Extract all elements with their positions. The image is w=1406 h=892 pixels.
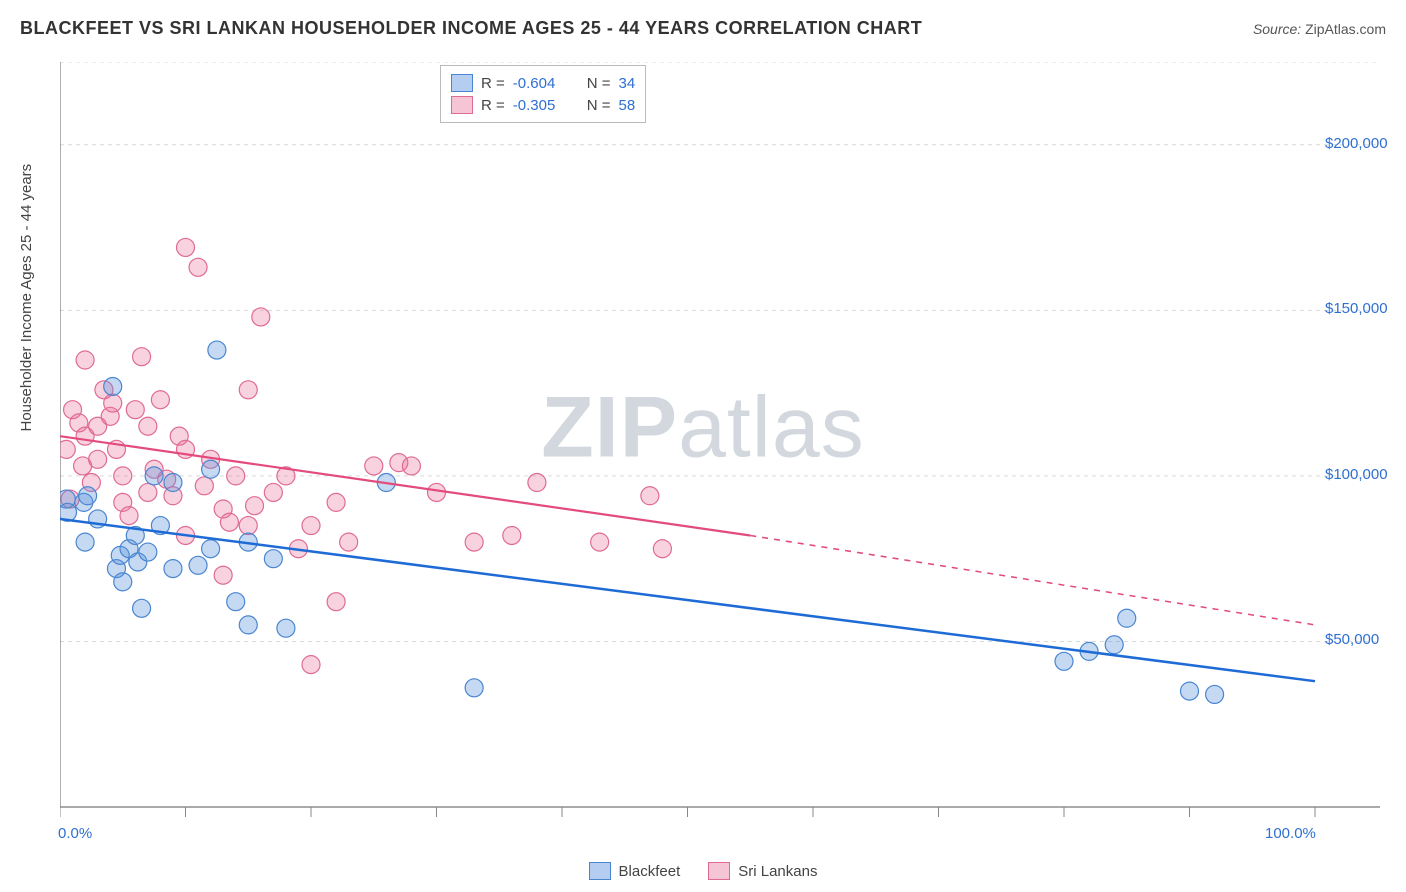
source-label: Source: — [1253, 21, 1301, 37]
plot-svg — [60, 62, 1380, 822]
legend-swatch-1 — [451, 96, 473, 114]
r-value-0: -0.604 — [513, 75, 571, 92]
legend-row-1: R = -0.305 N = 58 — [451, 94, 635, 116]
n-label-1: N = — [587, 97, 611, 114]
r-label-0: R = — [481, 75, 505, 92]
chart-header: BLACKFEET VS SRI LANKAN HOUSEHOLDER INCO… — [20, 18, 1386, 39]
correlation-legend: R = -0.604 N = 34 R = -0.305 N = 58 — [440, 65, 646, 123]
y-tick-label: $200,000 — [1325, 135, 1388, 152]
legend-label-blackfeet: Blackfeet — [619, 863, 681, 880]
chart-title: BLACKFEET VS SRI LANKAN HOUSEHOLDER INCO… — [20, 18, 922, 39]
legend-label-srilankans: Sri Lankans — [738, 863, 817, 880]
r-value-1: -0.305 — [513, 97, 571, 114]
x-tick-label: 0.0% — [58, 825, 92, 842]
n-value-1: 58 — [619, 97, 636, 114]
legend-item-blackfeet: Blackfeet — [589, 862, 681, 880]
y-tick-label: $50,000 — [1325, 631, 1379, 648]
legend-item-srilankans: Sri Lankans — [708, 862, 817, 880]
legend-swatch-blackfeet — [589, 862, 611, 880]
n-label-0: N = — [587, 75, 611, 92]
y-tick-label: $150,000 — [1325, 300, 1388, 317]
n-value-0: 34 — [619, 75, 636, 92]
legend-swatch-srilankans — [708, 862, 730, 880]
source-value: ZipAtlas.com — [1305, 21, 1386, 37]
y-axis-title: Householder Income Ages 25 - 44 years — [18, 164, 35, 432]
r-label-1: R = — [481, 97, 505, 114]
legend-row-0: R = -0.604 N = 34 — [451, 72, 635, 94]
chart-source: Source: ZipAtlas.com — [1253, 21, 1386, 37]
series-legend: Blackfeet Sri Lankans — [0, 862, 1406, 880]
scatter-plot: $50,000$100,000$150,000$200,0000.0%100.0… — [60, 62, 1380, 822]
y-tick-label: $100,000 — [1325, 466, 1388, 483]
x-tick-label: 100.0% — [1265, 825, 1316, 842]
legend-swatch-0 — [451, 74, 473, 92]
